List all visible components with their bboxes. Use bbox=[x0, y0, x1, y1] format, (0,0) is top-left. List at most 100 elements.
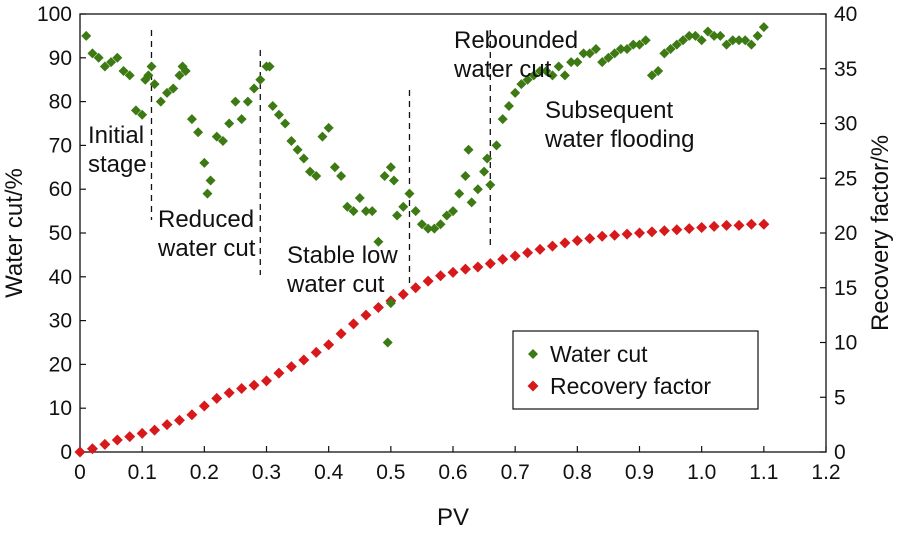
water-cut-point bbox=[640, 35, 651, 46]
recovery-factor-point bbox=[348, 318, 360, 330]
water-cut-point bbox=[416, 219, 427, 230]
recovery-factor-point bbox=[683, 223, 695, 235]
recovery-factor-point bbox=[758, 218, 770, 230]
water-cut-point bbox=[702, 26, 713, 37]
water-cut-point bbox=[174, 70, 185, 81]
legend-box bbox=[512, 330, 759, 410]
recovery-factor-point bbox=[422, 275, 434, 287]
recovery-factor-point bbox=[173, 414, 185, 426]
phase-annotation-line: stage bbox=[88, 151, 147, 178]
water-cut-point bbox=[385, 298, 396, 309]
y-tick-label: 80 bbox=[49, 91, 72, 114]
water-cut-point bbox=[354, 192, 365, 203]
recovery-factor-point bbox=[609, 229, 621, 241]
phase-annotation-line: water cut bbox=[286, 271, 385, 298]
x-tick-label: 0.6 bbox=[438, 461, 467, 484]
recovery-factor-point bbox=[634, 227, 645, 239]
water-cut-point bbox=[410, 206, 421, 217]
water-cut-point bbox=[497, 114, 508, 125]
water-cut-point bbox=[124, 70, 135, 81]
y-tick-label: 50 bbox=[49, 222, 72, 245]
water-cut-point bbox=[516, 79, 527, 90]
water-cut-point bbox=[535, 65, 546, 76]
water-cut-point bbox=[230, 96, 241, 107]
phase-annotation-line: Initial bbox=[88, 122, 144, 149]
x-tick-label: 0.7 bbox=[501, 461, 530, 484]
water-cut-point bbox=[463, 144, 474, 155]
x-axis-title: PV bbox=[437, 504, 469, 531]
water-cut-point bbox=[746, 39, 757, 50]
water-cut-point bbox=[727, 35, 738, 46]
recovery-factor-point bbox=[596, 230, 608, 242]
y2-tick-label: 20 bbox=[834, 222, 857, 245]
y-tick-label: 40 bbox=[49, 266, 72, 289]
recovery-factor-point bbox=[696, 222, 708, 234]
water-cut-point bbox=[678, 35, 689, 46]
recovery-factor-point bbox=[410, 282, 422, 294]
recovery-factor-point bbox=[559, 237, 571, 249]
water-cut-point bbox=[615, 44, 626, 55]
recovery-factor-point bbox=[745, 218, 757, 230]
phase-annotations: Initial stage Reduced water cut Stable low wa… bbox=[88, 27, 694, 298]
legend-marker-water-cut bbox=[528, 349, 538, 359]
y-tick-label: 90 bbox=[49, 47, 72, 70]
water-cut-point bbox=[460, 171, 471, 182]
water-cut-point bbox=[193, 127, 204, 138]
recovery-factor-point bbox=[86, 443, 98, 455]
water-cut-point bbox=[286, 136, 297, 147]
y-tick-label: 30 bbox=[49, 310, 72, 333]
water-cut-point bbox=[634, 39, 645, 50]
right-y-axis-title: Recovery factor/% bbox=[867, 135, 894, 331]
water-cut-point bbox=[622, 44, 633, 55]
water-cut-point bbox=[373, 236, 384, 247]
phase-boundary-lines bbox=[150, 30, 491, 285]
y-tick-label: 20 bbox=[49, 353, 72, 376]
water-cut-point bbox=[202, 188, 213, 199]
water-cut-point bbox=[597, 57, 608, 68]
phase-annotation: Reduced water cut bbox=[157, 206, 256, 262]
recovery-factor-point bbox=[248, 379, 260, 391]
water-cut-point bbox=[482, 153, 493, 164]
water-cut-point bbox=[146, 61, 157, 72]
phase-annotation: Rebounded water cut bbox=[453, 27, 578, 83]
recovery-factor-point bbox=[472, 261, 484, 273]
water-cut-point bbox=[740, 35, 751, 46]
water-cut-point bbox=[423, 223, 434, 234]
recovery-factor-point bbox=[186, 409, 198, 421]
recovery-factor-point bbox=[658, 225, 670, 237]
water-cut-point bbox=[510, 87, 521, 98]
legend-label-recovery-factor: Recovery factor bbox=[550, 373, 711, 399]
recovery-factor-point bbox=[223, 387, 235, 399]
water-cut-point bbox=[280, 118, 291, 129]
recovery-factor-point bbox=[509, 250, 521, 262]
recovery-factor-point bbox=[397, 288, 409, 300]
recovery-factor-point bbox=[261, 375, 272, 387]
x-tick-label: 0.3 bbox=[252, 461, 281, 484]
water-cut-point bbox=[205, 175, 216, 186]
phase-annotation: Stable low water cut bbox=[286, 242, 398, 298]
x-axis-ticks: 0 0.1 0.2 0.3 0.4 0.5 0.6 0.7 0.8 0.9 1.0 1.1 1.2 bbox=[74, 446, 841, 484]
recovery-factor-point bbox=[733, 219, 745, 231]
water-cut-point bbox=[448, 206, 458, 217]
y-tick-label: 100 bbox=[37, 3, 72, 26]
x-tick-label: 0.1 bbox=[128, 461, 157, 484]
water-cut-point bbox=[435, 219, 446, 230]
y2-tick-label: 30 bbox=[834, 113, 857, 136]
phase-annotation: Subsequent water flooding bbox=[544, 97, 694, 153]
recovery-factor-point bbox=[136, 427, 148, 439]
water-cut-point bbox=[752, 30, 763, 41]
water-cut-point bbox=[572, 57, 583, 68]
recovery-factor-point bbox=[273, 367, 285, 379]
recovery-factor-point bbox=[335, 328, 347, 340]
water-cut-point bbox=[609, 48, 620, 59]
water-cut-point bbox=[329, 162, 340, 173]
water-cut-point bbox=[211, 131, 222, 142]
water-cut-point bbox=[628, 39, 639, 50]
water-cut-point bbox=[646, 70, 657, 81]
water-cut-point bbox=[709, 30, 720, 41]
legend-marker-recovery-factor bbox=[527, 380, 539, 392]
water-cut-point bbox=[472, 184, 483, 195]
water-cut-point bbox=[553, 61, 564, 72]
water-cut-point bbox=[264, 61, 275, 72]
right-y-axis-ticks: 0 5 10 15 20 25 30 35 40 bbox=[820, 3, 857, 464]
